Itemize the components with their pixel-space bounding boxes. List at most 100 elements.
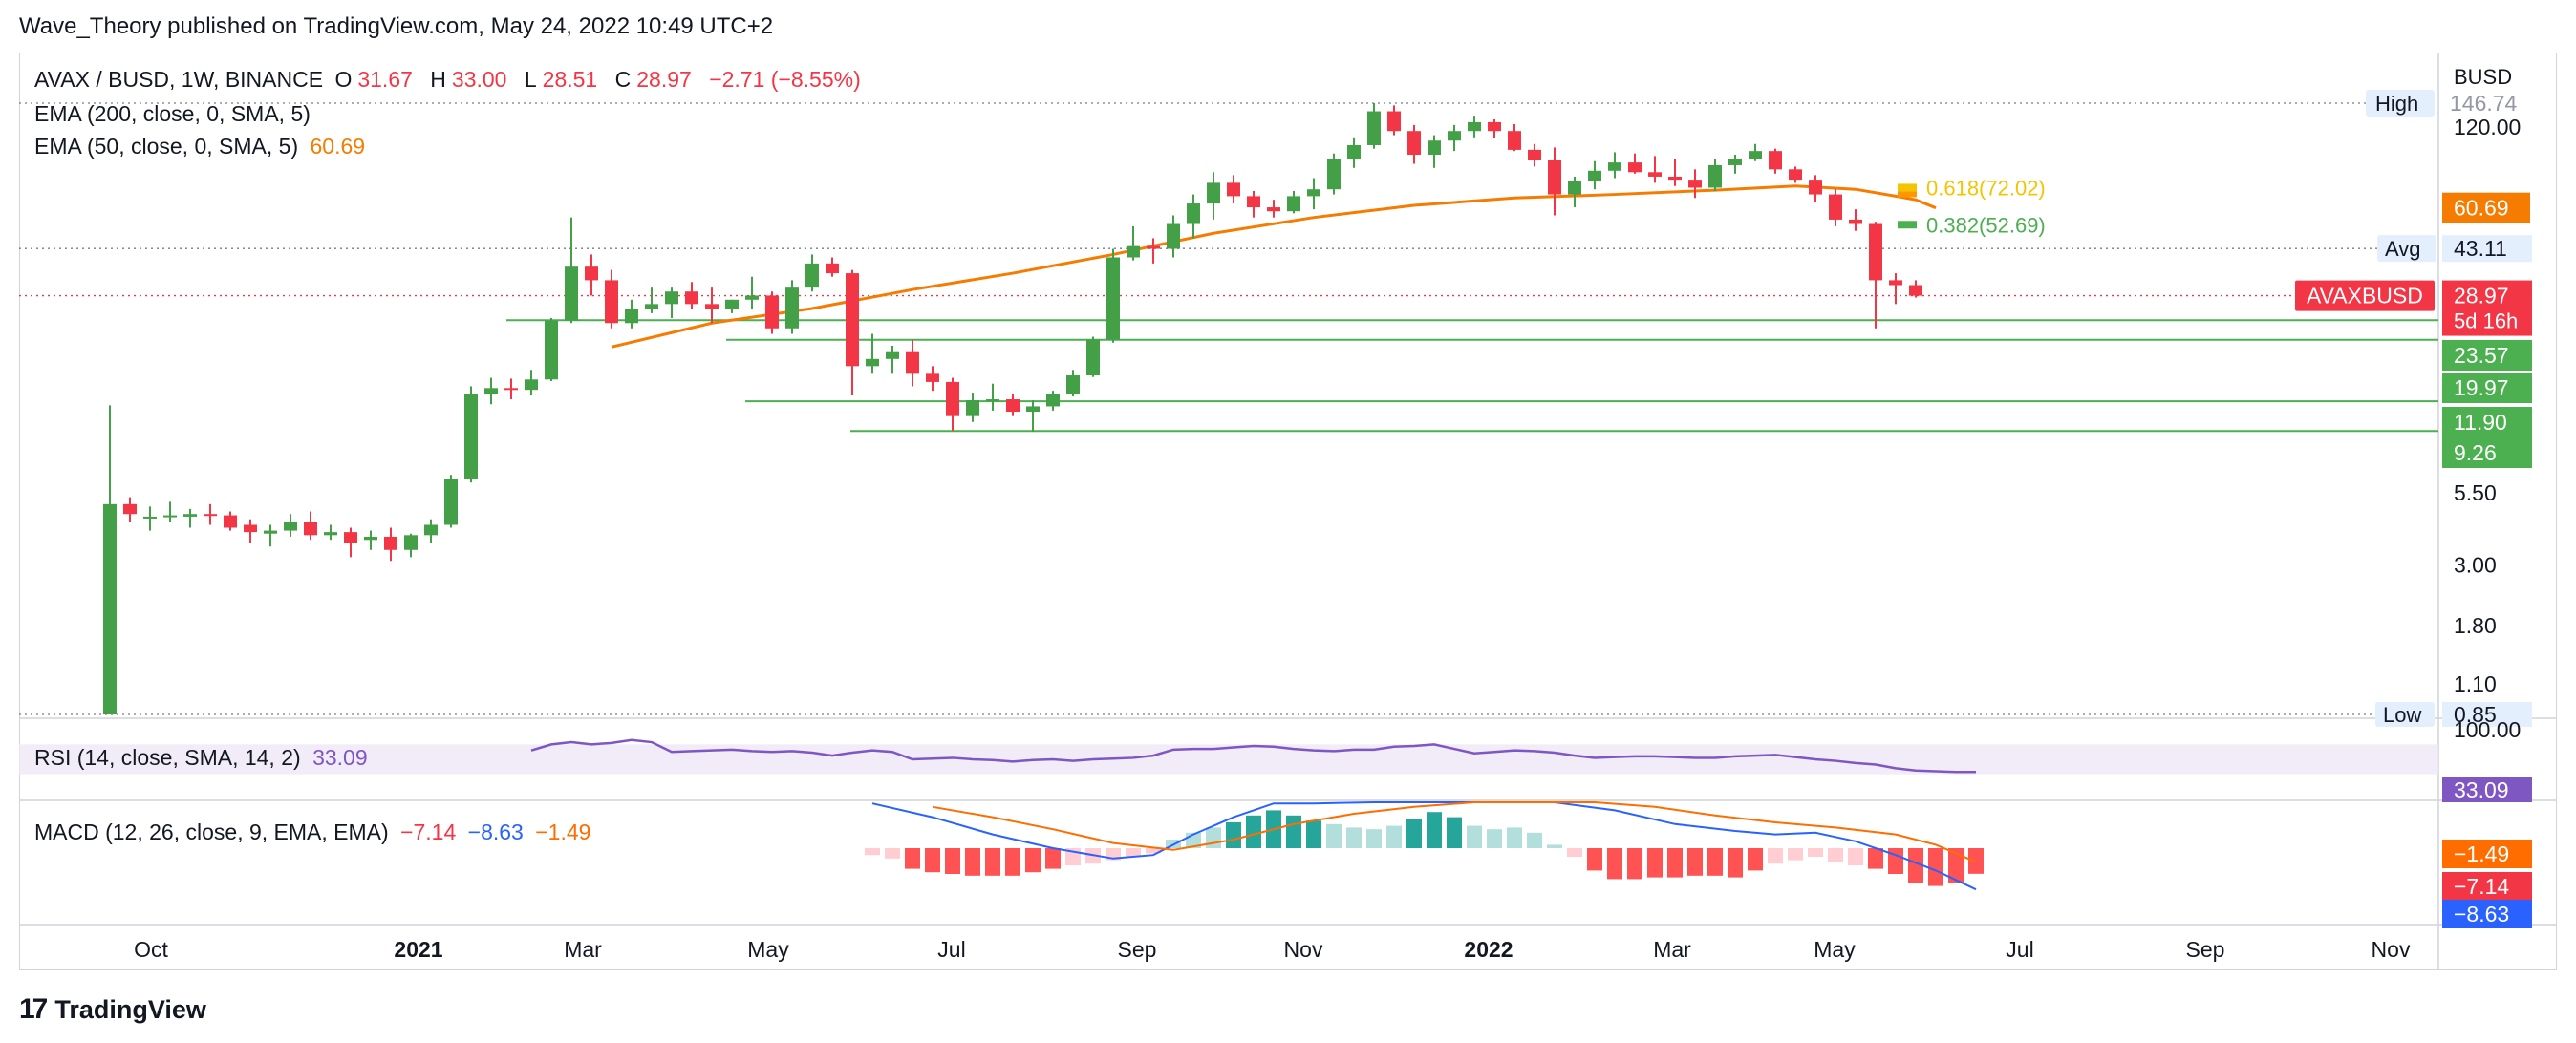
macd-hist-bar [865, 848, 880, 856]
macd-hist-bar [1567, 848, 1582, 857]
avg-value-tag [2442, 235, 2532, 263]
candle-body [1347, 144, 1361, 160]
macd-axis-tag-0 [2442, 840, 2532, 868]
macd-axis-value-0: −1.49 [2454, 841, 2509, 866]
candle-body [1889, 280, 1902, 286]
ohlc-high: H 33.00 [430, 67, 507, 92]
candle-body [484, 388, 498, 395]
rsi-value: 33.09 [312, 745, 368, 770]
macd-hist-bar [1948, 848, 1964, 883]
tradingview-logo-icon: 17 [19, 993, 48, 1025]
macd-label: MACD (12, 26, close, 9, EMA, EMA) [34, 820, 389, 844]
rsi-band [19, 744, 2438, 775]
macd-axis-value-1: −7.14 [2454, 874, 2509, 899]
time-axis: Oct 2021 Mar May Jul Sep Nov 2022 Mar May Jul Sep No… [134, 937, 2411, 962]
time-label-Mar: Mar [1653, 937, 1691, 962]
candle-body [765, 295, 779, 329]
candle-body [224, 515, 237, 528]
candle-body [1127, 245, 1140, 258]
candle-body [1307, 189, 1320, 197]
fib-marker-0.618 [1898, 183, 1917, 192]
ema50-line [611, 184, 1937, 349]
low-value: 0.85 [2454, 702, 2497, 727]
low-label: Low [2383, 703, 2421, 727]
candle-body [404, 535, 418, 550]
support-tag-text-9.26: 9.26 [2454, 440, 2497, 465]
candle-body [1708, 164, 1722, 188]
low-value-tag [2442, 702, 2532, 727]
candle-body [1207, 182, 1220, 204]
candle-body [986, 399, 999, 402]
candle-body [1468, 121, 1481, 132]
rsi-path [530, 738, 1977, 774]
ema200-legend[interactable]: EMA (200, close, 0, SMA, 5) [34, 101, 316, 127]
candle-body [1668, 176, 1682, 181]
macd-hist-bar [1406, 819, 1422, 848]
support-tag-11.90 [2442, 407, 2532, 437]
fib-marker-618-lower [1898, 191, 1917, 198]
macd-hist-bar [1768, 848, 1783, 864]
macd-hist-bar [1467, 825, 1482, 848]
candle-body [1488, 121, 1501, 132]
candle-body [1809, 180, 1822, 195]
publisher-line: Wave_Theory published on TradingView.com… [19, 13, 774, 39]
macd-axis-tag-1 [2442, 872, 2532, 901]
macd-hist-bar [1306, 820, 1321, 848]
candle-body [1046, 394, 1060, 407]
macd-legend[interactable]: MACD (12, 26, close, 9, EMA, EMA) −7.14 … [34, 820, 596, 845]
support-tag-9.26 [2442, 437, 2532, 468]
candle-body [244, 524, 257, 533]
candle-body [1508, 131, 1521, 150]
candle-body [1167, 224, 1180, 249]
price-tick-120.00: 120.00 [2454, 115, 2521, 139]
macd-hist-bar [1667, 848, 1683, 878]
candle-body [1327, 159, 1341, 190]
time-label-Jul: Jul [2006, 937, 2033, 962]
candle-body [585, 266, 598, 281]
macd-hist-bar [1045, 848, 1061, 869]
candle-body [1909, 285, 1922, 296]
avg-value: 43.11 [2454, 236, 2507, 261]
fib-levels: 0.618(72.02) 0.382(52.69) [1898, 176, 2046, 237]
symbol-tag [2295, 280, 2435, 311]
price-tick-1.80: 1.80 [2454, 613, 2497, 638]
bar-countdown: 5d 16h [2454, 309, 2518, 333]
candle-body [204, 514, 217, 517]
price-tick-1.10: 1.10 [2454, 671, 2497, 696]
ema50-legend[interactable]: EMA (50, close, 0, SMA, 5) 60.69 [34, 134, 371, 160]
fib-marker-0.382 [1898, 221, 1917, 229]
tradingview-logo[interactable]: 17 TradingView [19, 993, 206, 1026]
support-tag-text-23.57: 23.57 [2454, 343, 2509, 368]
candle-body [1728, 159, 1742, 165]
price-axis: BUSD 120.00 5.50 3.00 1.80 1.10 High 146.74 Avg 4… [2295, 65, 2532, 928]
candle-body [1568, 181, 1581, 195]
macd-hist-bar [1286, 815, 1301, 848]
candle-body [525, 379, 538, 391]
rsi-axis-top: 100.00 [2454, 717, 2521, 742]
time-label-Nov: Nov [2372, 937, 2411, 962]
price-axis-title: BUSD [2454, 65, 2512, 89]
candle-body [183, 514, 197, 517]
rsi-value-tag [2442, 777, 2532, 802]
time-label-Nov: Nov [1284, 937, 1323, 962]
time-label-Sep: Sep [1118, 937, 1157, 962]
symbol-name: AVAX / BUSD, 1W, BINANCE [34, 67, 324, 92]
ema50-value: 60.69 [310, 134, 366, 159]
support-tag-19.97 [2442, 372, 2532, 403]
macd-hist-bar [965, 848, 980, 876]
macd-hist-bar [925, 848, 940, 873]
rsi-pane [19, 738, 2438, 775]
candle-body [1267, 207, 1280, 212]
ema50-axis-value: 60.69 [2454, 196, 2509, 221]
macd-hist-bar [945, 848, 960, 874]
macd-hist-bar [1326, 823, 1342, 848]
candles [103, 103, 1922, 714]
time-label-Jul: Jul [937, 937, 965, 962]
candle-body [705, 304, 719, 309]
macd-hist-bar [1908, 848, 1923, 883]
time-label-2021: 2021 [394, 937, 442, 962]
rsi-legend[interactable]: RSI (14, close, SMA, 14, 2) 33.09 [34, 745, 374, 771]
candle-body [1648, 172, 1662, 177]
macd-hist-bar [1587, 848, 1602, 871]
high-value: 146.74 [2450, 91, 2518, 116]
